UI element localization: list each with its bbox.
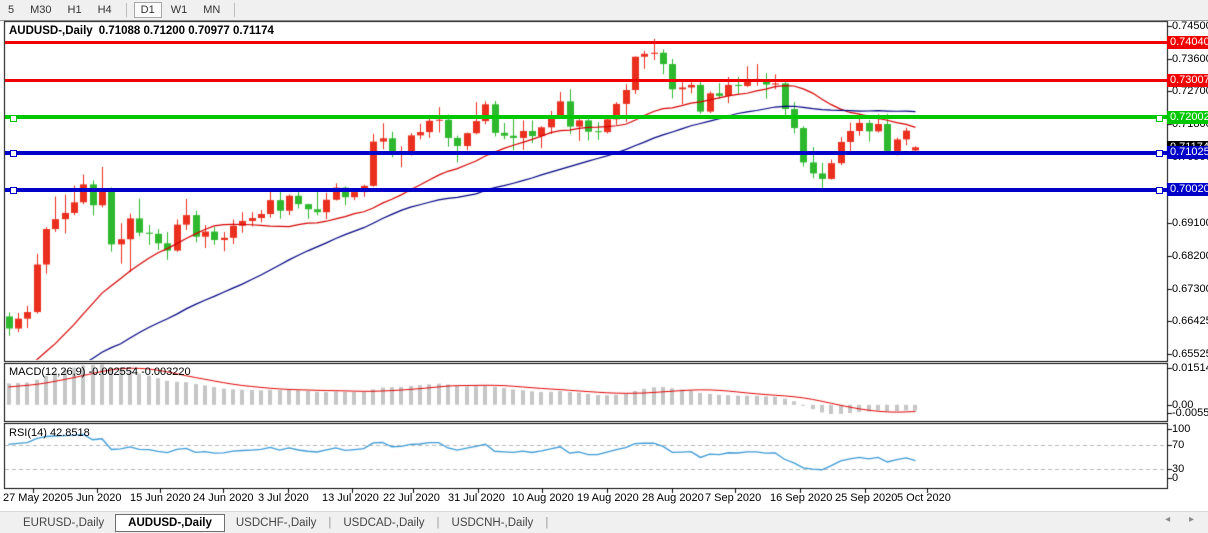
chart-tab-eurusddaily[interactable]: EURUSD-,Daily bbox=[23, 517, 105, 529]
macd-scale-label: -0.005599 bbox=[1172, 407, 1208, 419]
macd-scale-label: 0.00 bbox=[1172, 398, 1194, 411]
line-anchor-handle[interactable] bbox=[1156, 150, 1163, 158]
date-label: 24 Jun 2020 bbox=[193, 492, 254, 504]
rsi-scale-label: 0 bbox=[1172, 472, 1179, 484]
price-tick-label: 0.65525 bbox=[1172, 347, 1208, 360]
resistance-line-0.73007[interactable] bbox=[5, 78, 1167, 82]
support-line-0.70020[interactable] bbox=[5, 187, 1167, 192]
chart-tab-usdchfdaily[interactable]: USDCHF-,Daily bbox=[235, 517, 317, 529]
date-label: 31 Jul 2020 bbox=[448, 492, 505, 504]
price-tick-label: 0.66425 bbox=[1172, 315, 1208, 328]
pivot-line-0.72002[interactable] bbox=[5, 115, 1167, 120]
macd-values: -0.002554 -0.003220 bbox=[88, 366, 191, 378]
support-line-0.71025[interactable] bbox=[5, 150, 1167, 155]
chart-tab-audusddaily[interactable]: AUDUSD-,Daily bbox=[115, 514, 225, 532]
price-tick-label: 0.68200 bbox=[1172, 250, 1208, 263]
tab-separator: | bbox=[545, 517, 549, 529]
macd-indicator-label: MACD(12,26,9) -0.002554 -0.003220 bbox=[9, 366, 191, 378]
rsi-indicator-label: RSI(14) 42.8518 bbox=[9, 427, 90, 439]
macd-scale-label: 0.015142 bbox=[1172, 362, 1208, 374]
price-badge-support: 0.71025 bbox=[1167, 146, 1208, 160]
date-label: 13 Jul 2020 bbox=[322, 492, 379, 504]
resistance-line-0.74040[interactable] bbox=[5, 40, 1167, 44]
date-label: 15 Jun 2020 bbox=[130, 492, 191, 504]
rsi-name: RSI(14) bbox=[9, 427, 47, 439]
chart-symbol-label: AUDUSD-,Daily bbox=[9, 25, 93, 37]
price-tick-label: 0.73600 bbox=[1172, 52, 1208, 65]
date-label: 22 Jul 2020 bbox=[383, 492, 440, 504]
date-label: 10 Aug 2020 bbox=[512, 492, 574, 504]
line-anchor-handle[interactable] bbox=[10, 114, 17, 122]
date-label: 16 Sep 2020 bbox=[770, 492, 833, 504]
tab-separator: | bbox=[436, 517, 440, 529]
tab-separator: | bbox=[328, 517, 332, 529]
date-label: 5 Jun 2020 bbox=[67, 492, 122, 504]
chart-tab-usdcaddaily[interactable]: USDCAD-,Daily bbox=[343, 517, 425, 529]
date-label: 25 Sep 2020 bbox=[835, 492, 898, 504]
date-label: 5 Oct 2020 bbox=[897, 492, 951, 504]
price-tick-label: 0.72700 bbox=[1172, 85, 1208, 98]
rsi-scale-label: 100 bbox=[1172, 423, 1191, 435]
date-label: 19 Aug 2020 bbox=[577, 492, 639, 504]
line-anchor-handle[interactable] bbox=[1156, 187, 1163, 195]
price-tick-label: 0.67300 bbox=[1172, 283, 1208, 295]
date-label: 7 Sep 2020 bbox=[705, 492, 762, 504]
date-label: 3 Jul 2020 bbox=[258, 492, 309, 504]
chart-title: AUDUSD-,Daily 0.71088 0.71200 0.70977 0.7… bbox=[9, 25, 274, 37]
macd-name: MACD(12,26,9) bbox=[9, 366, 86, 378]
chart-tab-bar: EURUSD-,Daily AUDUSD-,Daily USDCHF-,Daily |… bbox=[0, 511, 1208, 533]
date-label: 28 Aug 2020 bbox=[642, 492, 704, 504]
chart-tab-usdcnhdaily[interactable]: USDCNH-,Daily bbox=[451, 517, 534, 529]
price-tick-label: 0.69100 bbox=[1172, 217, 1208, 230]
rsi-scale-label: 30 bbox=[1172, 463, 1185, 476]
line-anchor-handle[interactable] bbox=[10, 150, 17, 158]
line-anchor-handle[interactable] bbox=[1156, 114, 1163, 122]
price-tick-label: 0.74500 bbox=[1172, 19, 1208, 32]
rsi-scale-label: 70 bbox=[1172, 438, 1185, 451]
price-badge-support: 0.70020 bbox=[1167, 183, 1208, 197]
chart-ohlc-readout: 0.71088 0.71200 0.70977 0.71174 bbox=[98, 25, 274, 37]
date-label: 27 May 2020 bbox=[3, 492, 67, 504]
rsi-value: 42.8518 bbox=[49, 427, 90, 439]
price-badge-pivot: 0.72002 bbox=[1167, 110, 1208, 124]
price-badge-resistance: 0.73007 bbox=[1167, 73, 1208, 87]
line-anchor-handle[interactable] bbox=[10, 187, 17, 195]
tab-scroll-arrows[interactable]: ◂ ▸ bbox=[1165, 514, 1202, 525]
price-badge-resistance: 0.74040 bbox=[1167, 35, 1208, 49]
